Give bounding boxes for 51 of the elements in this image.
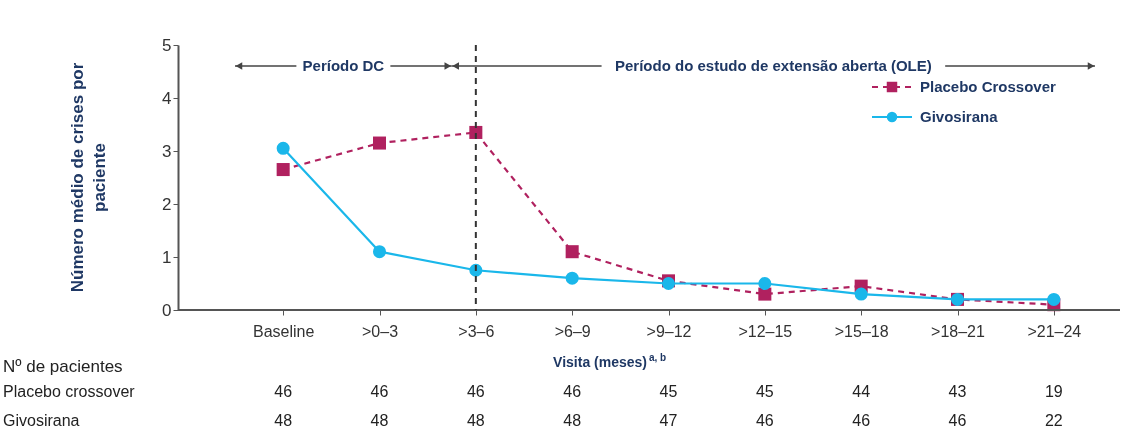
y-axis-title: Número médio de crises por paciente [68,62,109,293]
y-tick-label: 5 [162,35,172,55]
text: 46 [948,412,967,429]
annotation: Período DC [302,57,385,74]
point [372,136,387,150]
text: 48 [563,412,582,429]
point [854,287,868,301]
text: 47 [659,412,678,429]
point [372,245,387,259]
x-tick-label: >6–9 [554,322,591,340]
y-tick-label: 0 [162,300,172,320]
point [565,271,579,285]
point [1047,292,1061,306]
legend-label: Givosirana [920,108,999,125]
text: 45 [659,383,678,400]
text: 19 [1044,383,1063,400]
text: 46 [370,383,389,400]
y-tick-label: 2 [162,194,172,214]
y-tick-label: 1 [162,247,172,267]
point [758,276,772,291]
text: 48 [274,412,293,429]
x-tick-label: >12–15 [738,322,793,340]
text: 46 [563,383,582,400]
text: 45 [755,383,774,400]
text: 48 [466,412,485,429]
text: 48 [370,412,389,429]
text: Nº de pacientes [3,357,123,376]
text: 43 [948,383,967,400]
point [276,141,290,155]
x-tick-label: >0–3 [361,322,399,340]
text: 44 [852,383,871,400]
text: 22 [1044,412,1063,429]
x-tick-label: >3–6 [458,322,495,340]
x-tick-label: >9–12 [646,322,692,340]
point [276,163,290,177]
annotation: Período do estudo de extensão aberta (OLE) [615,57,932,74]
point [469,125,483,139]
x-tick-label: Baseline [252,322,315,340]
x-tick-label: >21–24 [1027,322,1082,340]
text: 46 [274,383,293,400]
y-tick-label: 4 [162,88,172,108]
text: 46 [852,412,871,429]
text: 46 [466,383,485,400]
point [565,245,579,259]
legend-label: Placebo Crossover [920,78,1057,95]
y-tick-label: 3 [162,141,172,161]
text: Givosirana [3,412,80,429]
x-tick-label: >18–21 [931,322,986,340]
x-tick-label: >15–18 [834,322,889,340]
text: Placebo crossover [3,383,136,400]
text: 46 [755,412,774,429]
